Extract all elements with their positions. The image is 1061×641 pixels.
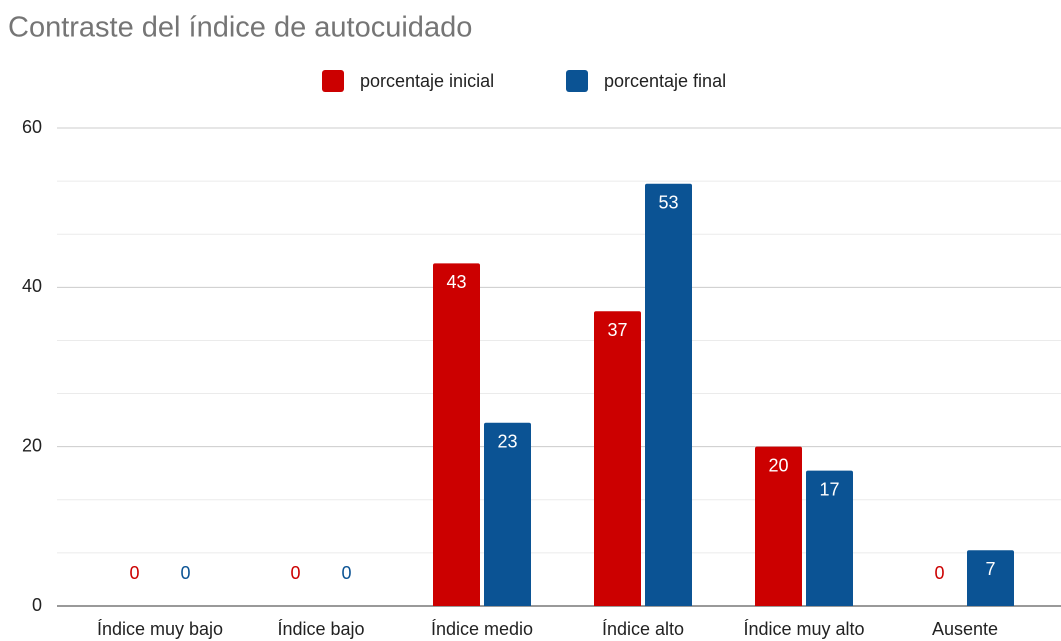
x-tick-label: Índice muy bajo <box>97 619 223 639</box>
data-label: 37 <box>607 320 627 340</box>
x-tick-label: Índice bajo <box>277 619 364 639</box>
y-tick-label: 0 <box>32 595 42 615</box>
data-label: 0 <box>290 563 300 583</box>
data-label: 53 <box>658 193 678 213</box>
data-label: 0 <box>934 563 944 583</box>
legend-swatch <box>322 70 344 92</box>
bar <box>484 422 531 606</box>
data-label: 7 <box>985 559 995 579</box>
data-label: 17 <box>819 479 839 499</box>
x-tick-label: Índice alto <box>602 619 684 639</box>
data-label: 23 <box>497 432 517 452</box>
y-tick-label: 60 <box>22 117 42 137</box>
bar <box>594 311 641 606</box>
x-tick-label: Ausente <box>932 619 998 639</box>
bar <box>967 550 1014 606</box>
x-tick-label: Índice medio <box>431 619 533 639</box>
data-label: 20 <box>768 455 788 475</box>
y-tick-label: 40 <box>22 276 42 296</box>
data-label: 0 <box>129 563 139 583</box>
x-tick-label: Índice muy alto <box>743 619 864 639</box>
legend-swatch <box>566 70 588 92</box>
data-label: 0 <box>180 563 190 583</box>
bar <box>645 183 692 606</box>
legend-label: porcentaje inicial <box>360 71 494 91</box>
y-tick-label: 20 <box>22 435 42 455</box>
data-label: 43 <box>446 272 466 292</box>
bar <box>806 470 853 606</box>
bar <box>755 446 802 606</box>
bar <box>433 263 480 606</box>
legend-label: porcentaje final <box>604 71 726 91</box>
data-label: 0 <box>341 563 351 583</box>
chart-title: Contraste del índice de autocuidado <box>8 12 472 44</box>
